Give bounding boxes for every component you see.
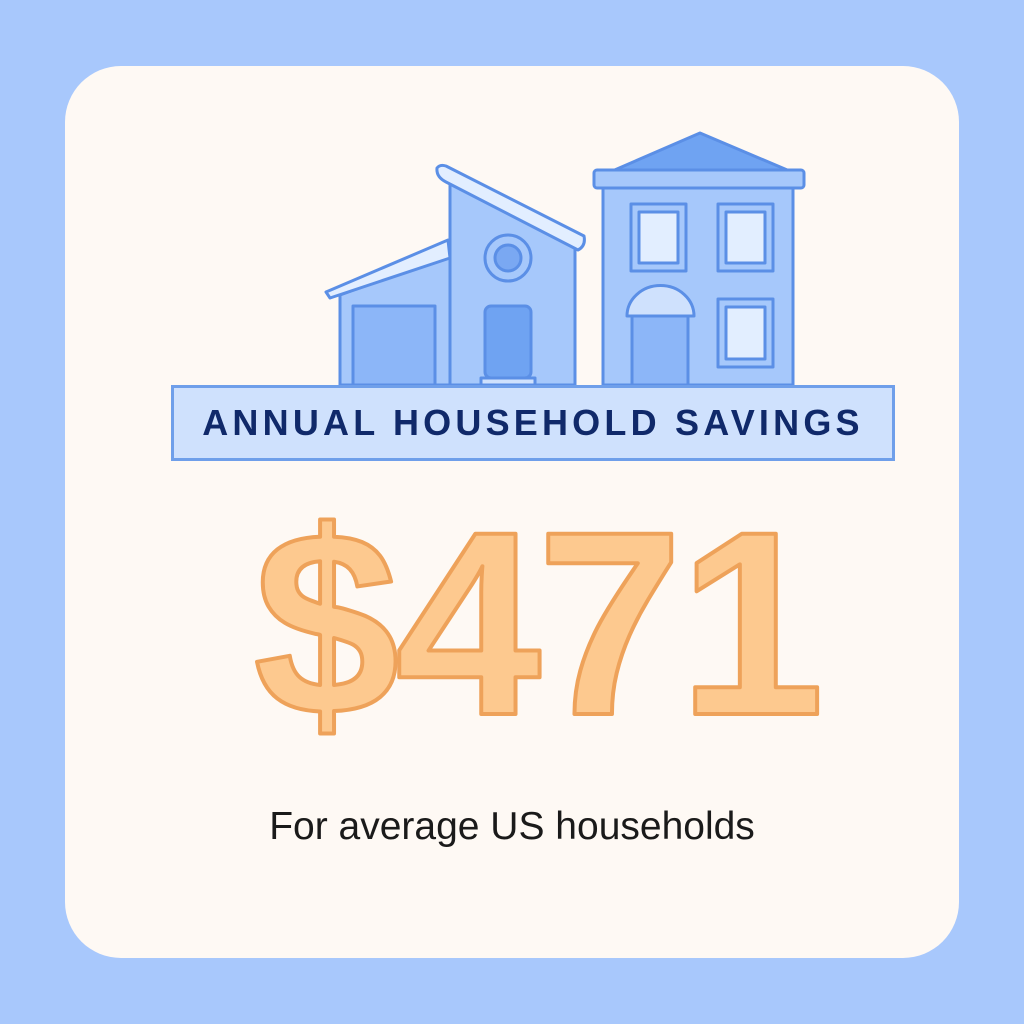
savings-amount: $471: [0, 475, 1024, 772]
title-banner: ANNUAL HOUSEHOLD SAVINGS: [171, 385, 895, 461]
amount-value: $471: [254, 477, 821, 770]
houses-illustration-icon: [324, 131, 806, 387]
subtitle: For average US households: [269, 805, 755, 848]
banner-title: ANNUAL HOUSEHOLD SAVINGS: [202, 402, 864, 443]
